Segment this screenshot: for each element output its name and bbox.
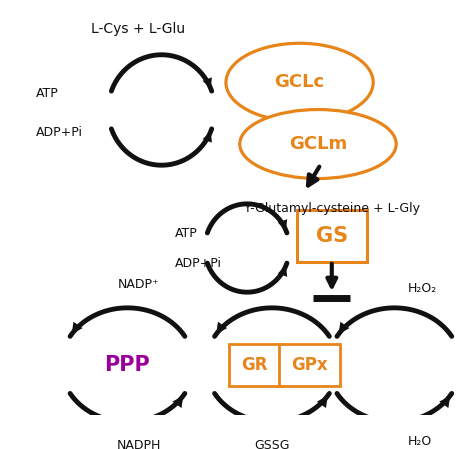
Text: NADP⁺: NADP⁺ [118,278,159,291]
Text: GPx: GPx [292,356,328,374]
Text: Y-Glutamyl-cysteine + L-Gly: Y-Glutamyl-cysteine + L-Gly [244,202,420,215]
FancyBboxPatch shape [229,344,280,386]
Text: GSSG: GSSG [254,439,290,449]
Text: ATP: ATP [175,227,198,240]
Text: ADP+Pi: ADP+Pi [36,126,82,139]
Text: GS: GS [316,226,348,246]
Text: GCLm: GCLm [289,135,347,153]
Text: PPP: PPP [105,355,150,375]
Text: ADP+Pi: ADP+Pi [175,257,222,270]
FancyBboxPatch shape [297,210,367,262]
Ellipse shape [226,43,373,122]
FancyBboxPatch shape [279,344,340,386]
Text: H₂O₂: H₂O₂ [408,282,438,295]
Text: H₂O: H₂O [408,435,432,448]
Text: L-Cys + L-Glu: L-Cys + L-Glu [91,22,186,35]
Text: ATP: ATP [36,87,58,100]
Text: GR: GR [241,356,268,374]
Text: GCLc: GCLc [274,73,325,92]
Ellipse shape [240,110,396,179]
Text: NADPH: NADPH [116,439,161,449]
